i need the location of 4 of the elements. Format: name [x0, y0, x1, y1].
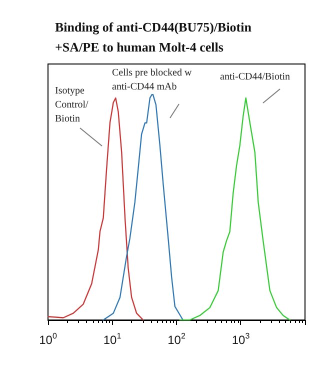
text: anti-CD44/Biotin: [220, 72, 290, 82]
text: Cells pre blocked w anti-CD44 mAb: [112, 68, 192, 92]
annotation: Isotype Control/ Biotin: [55, 86, 89, 124]
chart-title: Binding of anti-CD44(BU75)/Biotin +SA/PE to human Molt-4 cells: [55, 20, 252, 54]
